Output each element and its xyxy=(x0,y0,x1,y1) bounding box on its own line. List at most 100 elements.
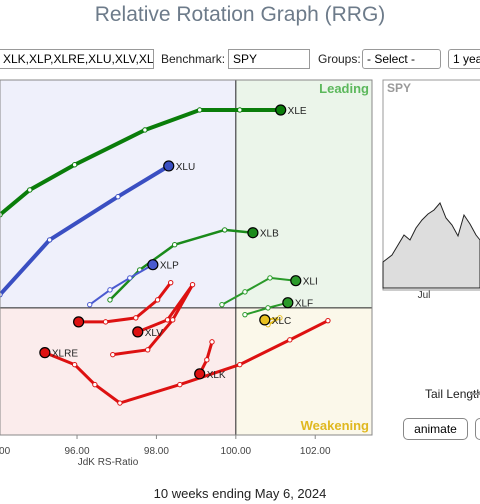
series-label: XLC xyxy=(272,316,291,327)
rrg-tail xyxy=(244,301,289,316)
rrg-point xyxy=(242,289,248,295)
rrg-tail xyxy=(111,283,195,357)
series-label: XLF xyxy=(295,299,313,310)
rrg-tail xyxy=(43,319,330,405)
rrg-point xyxy=(137,267,143,273)
x-tick-label: 98.00 xyxy=(144,446,169,457)
rrg-head xyxy=(259,314,271,326)
rrg-point xyxy=(265,305,271,311)
footer: 10 weeks ending May 6, 2024 xyxy=(153,486,327,501)
rrg-head xyxy=(163,160,175,172)
quadrant-leading xyxy=(235,80,372,308)
rrg-point xyxy=(222,227,228,233)
plot-frame xyxy=(0,79,373,436)
extra-button[interactable] xyxy=(475,418,480,440)
rrg-point xyxy=(27,187,33,193)
series-label: XLRE xyxy=(52,349,78,360)
rrg-point xyxy=(154,297,161,303)
series-label: XLV xyxy=(145,328,163,339)
x-tick-label: 94.00 xyxy=(0,446,11,457)
rrg-point xyxy=(142,127,148,133)
rrg-tail xyxy=(0,164,171,297)
side-chart-title: SPY xyxy=(387,81,411,95)
x-axis-label: JdK RS-Ratio xyxy=(78,457,139,468)
period-select[interactable]: 1 yea xyxy=(448,49,480,69)
rrg-point xyxy=(265,321,271,328)
symbols-input[interactable]: XLK,XLP,XLRE,XLU,XLV,XL xyxy=(0,49,154,69)
quadrant-lagging xyxy=(0,307,236,435)
quadrant-label: Weakening xyxy=(301,418,369,433)
tail-length-label: Tail Length: xyxy=(425,387,480,401)
quadrant-improving xyxy=(0,80,236,308)
rrg-point xyxy=(127,275,133,281)
quadrant-label: Leading xyxy=(319,81,369,96)
rrg-point xyxy=(107,287,113,293)
series-label: XLU xyxy=(176,162,195,173)
rrg-point xyxy=(117,400,123,406)
series-label: XLP xyxy=(160,261,179,272)
rrg-point xyxy=(115,194,121,200)
side-chart-area xyxy=(382,202,480,289)
rrg-point xyxy=(209,339,215,345)
rrg-head xyxy=(147,259,159,271)
rrg-head xyxy=(282,297,294,309)
rrg-point xyxy=(237,361,243,368)
animate-button[interactable]: animate xyxy=(403,418,468,440)
rrg-head xyxy=(275,104,287,116)
quadrant-weakening xyxy=(235,307,372,435)
benchmark-label: Benchmark: xyxy=(161,52,226,66)
series-label: XLK xyxy=(207,370,226,381)
side-chart-x-label: Jul xyxy=(418,290,431,301)
series-label: XLI xyxy=(303,277,318,288)
rrg-point xyxy=(170,317,176,323)
rrg-point xyxy=(0,212,3,218)
rrg-tail xyxy=(88,263,154,306)
rrg-point xyxy=(87,301,93,308)
rrg-point xyxy=(110,351,116,358)
rrg-tail xyxy=(220,276,297,306)
rrg-point xyxy=(71,361,78,368)
rrg-point xyxy=(219,301,225,308)
groups-select[interactable]: - Select - xyxy=(362,49,441,69)
series-label: XLB xyxy=(260,229,279,240)
rrg-point xyxy=(189,281,196,288)
rrg-point xyxy=(196,107,203,113)
rrg-point xyxy=(0,291,3,298)
x-tick-label: 96.00 xyxy=(65,446,90,457)
groups-label: Groups: xyxy=(318,52,361,66)
rrg-point xyxy=(71,162,78,168)
side-chart-frame xyxy=(382,79,480,291)
rrg-head xyxy=(73,316,85,328)
rrg-point xyxy=(237,107,243,113)
rrg-head xyxy=(39,347,51,359)
rrg-point xyxy=(204,357,210,363)
rrg-point xyxy=(164,317,171,323)
x-tick-label: 100.00 xyxy=(221,446,252,457)
rrg-tail xyxy=(0,108,283,217)
rrg-head xyxy=(194,368,206,380)
rrg-point xyxy=(171,242,178,248)
rrg-point xyxy=(277,315,283,321)
rrg-point xyxy=(242,311,248,318)
rrg-point xyxy=(46,237,53,243)
rrg-point xyxy=(133,315,139,321)
rrg-point xyxy=(92,381,98,388)
page-title: Relative Rotation Graph (RRG) xyxy=(94,3,386,26)
x-tick-label: 102.00 xyxy=(300,446,331,457)
rrg-head xyxy=(247,227,259,239)
rrg-tail xyxy=(108,228,255,302)
rrg-head xyxy=(290,275,302,287)
rrg-point xyxy=(102,319,109,325)
tail-slider[interactable] xyxy=(470,393,480,395)
rrg-point xyxy=(107,297,113,303)
rrg-point xyxy=(287,337,293,343)
rrg-head xyxy=(132,326,144,338)
rrg-point xyxy=(144,347,151,353)
rrg-point xyxy=(325,317,331,324)
benchmark-input[interactable]: SPY xyxy=(228,49,310,69)
series-label: XLE xyxy=(288,106,307,117)
rrg-point xyxy=(177,381,183,388)
rrg-tail xyxy=(263,316,281,326)
rrg-point xyxy=(267,275,273,281)
